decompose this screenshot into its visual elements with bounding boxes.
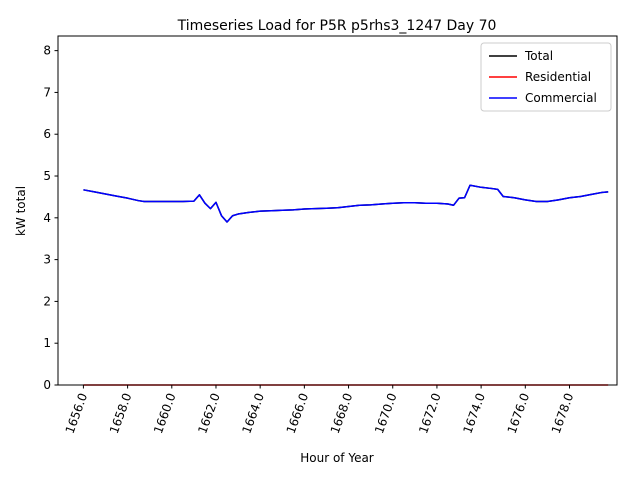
y-tick-label: 7 bbox=[43, 85, 51, 99]
legend-label-commercial: Commercial bbox=[525, 91, 597, 105]
x-tick-label: 1656.0 bbox=[63, 391, 91, 435]
y-tick-label: 1 bbox=[43, 336, 51, 350]
x-tick-label: 1674.0 bbox=[460, 391, 488, 435]
y-tick-label: 3 bbox=[43, 253, 51, 267]
y-axis-label: kW total bbox=[14, 186, 28, 236]
y-tick-label: 4 bbox=[43, 211, 51, 225]
x-tick-label: 1658.0 bbox=[107, 391, 135, 435]
y-tick-label: 5 bbox=[43, 169, 51, 183]
legend-label-total: Total bbox=[524, 49, 553, 63]
x-tick-label: 1664.0 bbox=[239, 391, 267, 435]
legend-label-residential: Residential bbox=[525, 70, 591, 84]
legend: Total Residential Commercial bbox=[480, 42, 612, 112]
plot-border bbox=[57, 35, 618, 386]
x-tick-label: 1668.0 bbox=[328, 391, 356, 435]
chart-title: Timeseries Load for P5R p5rhs3_1247 Day … bbox=[177, 18, 497, 34]
x-tick-label: 1660.0 bbox=[151, 391, 179, 435]
y-tick-label: 2 bbox=[43, 294, 51, 308]
legend-box bbox=[480, 42, 612, 112]
x-tick-label: 1666.0 bbox=[284, 391, 312, 435]
x-tick-label: 1676.0 bbox=[505, 391, 533, 435]
x-tick-label: 1662.0 bbox=[195, 391, 223, 435]
x-tick-label: 1670.0 bbox=[372, 391, 400, 435]
x-axis-ticks: 1656.0 1658.0 1660.0 1662.0 1664.0 1666.0 1668… bbox=[63, 385, 577, 435]
y-tick-label: 0 bbox=[43, 378, 51, 392]
y-tick-label: 8 bbox=[43, 44, 51, 58]
x-tick-label: 1678.0 bbox=[549, 391, 577, 435]
x-axis-label: Hour of Year bbox=[300, 451, 374, 465]
y-axis-ticks: 0 1 2 3 4 5 6 7 8 bbox=[43, 44, 58, 392]
x-tick-label: 1672.0 bbox=[416, 391, 444, 435]
y-tick-label: 6 bbox=[43, 127, 51, 141]
series-line-commercial bbox=[83, 184, 609, 223]
